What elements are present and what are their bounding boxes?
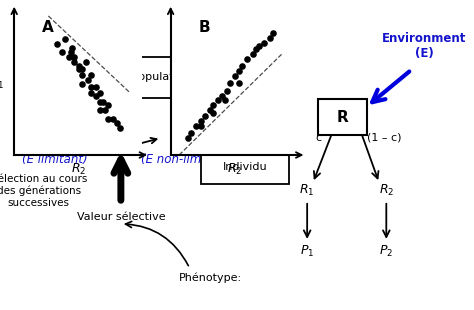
Point [79,72,86,77]
Point [99,99,107,104]
Point [235,69,243,73]
Text: Phénotype:: Phénotype: [179,272,243,283]
Point [187,131,195,136]
Text: Valeur sélective: Valeur sélective [77,212,165,222]
Text: Individu: Individu [223,162,268,172]
Text: R: R [337,110,348,125]
Point [235,80,243,85]
Point [221,97,229,102]
Point [96,90,103,95]
Point [82,60,90,65]
FancyArrowPatch shape [126,221,188,266]
Point [113,120,120,125]
Point [96,99,103,104]
Point [53,42,61,47]
Point [62,37,69,42]
Point [104,117,112,122]
Point [206,107,214,112]
Point [210,111,217,116]
Text: (E non-limitant): (E non-limitant) [141,153,233,166]
Point [96,108,103,113]
Text: $P_2$: $P_2$ [379,244,393,259]
Point [75,67,83,72]
Text: $R_1$: $R_1$ [300,183,315,198]
Point [79,81,86,86]
Point [101,108,109,113]
Point [70,55,78,60]
Point [184,136,191,141]
Point [210,102,217,107]
Point [79,67,86,72]
Point [198,119,205,124]
Point [87,90,95,95]
FancyBboxPatch shape [121,57,204,98]
Point [227,80,234,85]
Text: $R_1$: $R_1$ [0,76,4,91]
Point [252,47,260,52]
Text: $P_1$: $P_1$ [300,244,314,259]
Text: Environment
(E): Environment (E) [382,33,466,60]
Point [67,49,74,54]
Point [266,35,273,40]
Point [68,46,76,51]
Point [201,114,209,119]
Point [269,30,277,35]
Text: Population: Population [133,72,192,82]
Point [261,40,268,45]
Text: B: B [199,20,210,34]
Text: A: A [42,20,54,34]
Text: $R_2$: $R_2$ [71,162,86,177]
Point [116,126,124,131]
Point [198,124,205,129]
Text: c: c [316,133,321,143]
Point [70,60,78,65]
FancyArrowPatch shape [372,72,409,102]
Point [92,85,100,90]
Text: (1 – c): (1 – c) [367,133,401,143]
Point [104,103,112,108]
Point [84,78,91,83]
Point [223,89,231,94]
Text: $R_2$: $R_2$ [379,183,394,198]
Point [244,57,251,62]
Point [109,117,117,122]
Point [232,74,239,79]
Point [218,94,226,99]
Text: Sélection au cours
des générations
successives: Sélection au cours des générations succe… [0,174,87,208]
Point [58,49,66,54]
Point [75,64,83,69]
Point [87,85,95,90]
Point [215,97,222,102]
Point [92,94,100,99]
Point [65,55,73,60]
Point [249,52,256,57]
Point [87,72,95,77]
Text: (E limitant): (E limitant) [22,153,87,166]
Point [192,124,200,129]
FancyBboxPatch shape [201,149,289,184]
Point [238,64,246,69]
FancyBboxPatch shape [318,99,367,135]
Text: $R_2$: $R_2$ [227,162,242,177]
Point [255,43,263,48]
